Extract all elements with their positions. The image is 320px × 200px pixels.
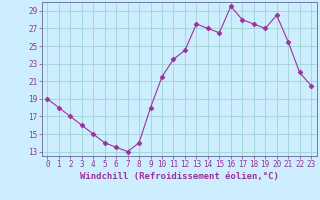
X-axis label: Windchill (Refroidissement éolien,°C): Windchill (Refroidissement éolien,°C) (80, 172, 279, 181)
